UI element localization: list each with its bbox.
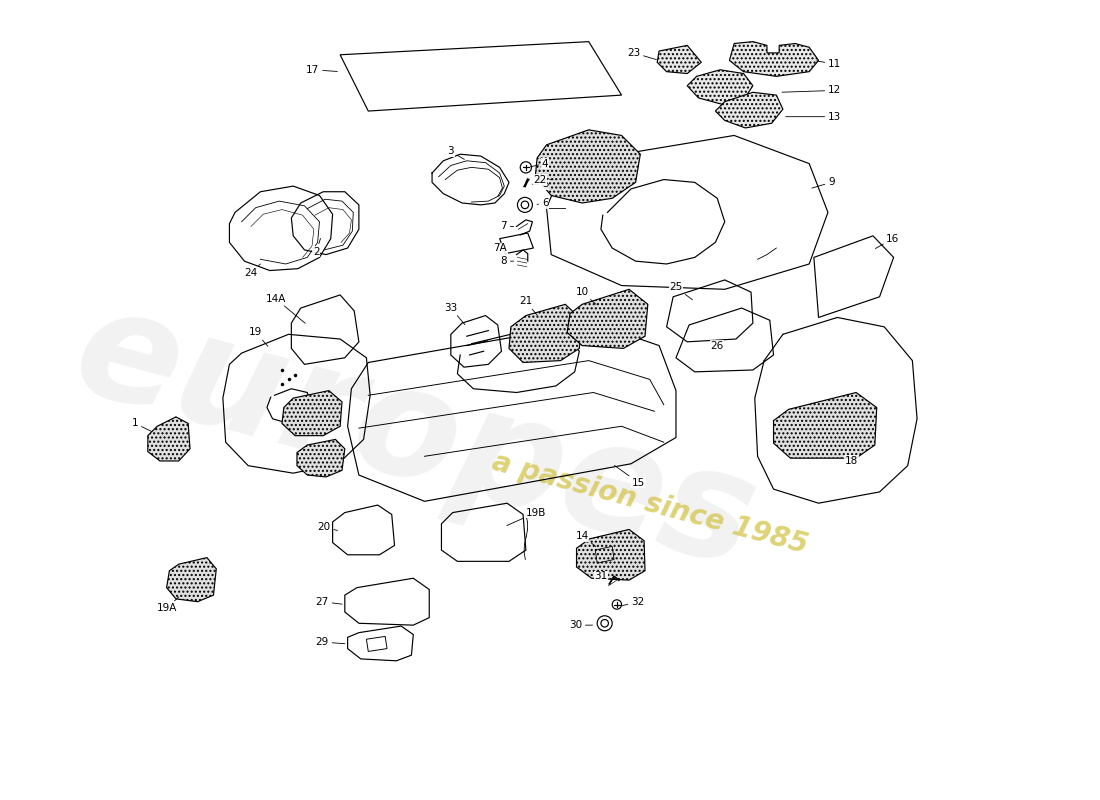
Text: 15: 15 xyxy=(615,466,645,487)
Text: 9: 9 xyxy=(812,178,835,188)
Polygon shape xyxy=(657,46,702,74)
Polygon shape xyxy=(509,304,582,362)
Text: 25: 25 xyxy=(669,282,693,300)
Polygon shape xyxy=(729,42,818,76)
Polygon shape xyxy=(715,92,783,128)
Text: 17: 17 xyxy=(306,65,338,74)
Text: 6: 6 xyxy=(537,198,549,208)
Text: 2: 2 xyxy=(312,238,320,257)
Text: 14: 14 xyxy=(575,531,596,546)
Polygon shape xyxy=(688,70,752,105)
Text: 16: 16 xyxy=(876,234,900,249)
Text: 21: 21 xyxy=(519,297,537,315)
Text: 4: 4 xyxy=(530,158,549,169)
Text: 8: 8 xyxy=(500,256,514,266)
Text: 27: 27 xyxy=(316,597,342,606)
Text: a passion since 1985: a passion since 1985 xyxy=(488,447,811,559)
Text: 24: 24 xyxy=(244,264,261,278)
Text: 14A: 14A xyxy=(265,294,305,323)
Text: 29: 29 xyxy=(316,637,345,647)
Text: 5: 5 xyxy=(532,179,549,190)
Circle shape xyxy=(613,600,621,609)
Text: 11: 11 xyxy=(816,59,842,69)
Text: 3: 3 xyxy=(448,146,464,159)
Text: 31: 31 xyxy=(594,571,610,584)
Text: 20: 20 xyxy=(318,522,338,532)
Polygon shape xyxy=(576,530,645,580)
Text: 7A: 7A xyxy=(494,243,507,253)
Text: 30: 30 xyxy=(569,620,593,630)
Polygon shape xyxy=(568,290,648,349)
Text: 12: 12 xyxy=(782,86,842,95)
Text: 33: 33 xyxy=(444,303,465,325)
Text: 7: 7 xyxy=(500,222,514,231)
Text: 19: 19 xyxy=(249,327,268,346)
Polygon shape xyxy=(773,393,877,458)
Polygon shape xyxy=(282,390,342,436)
Text: 10: 10 xyxy=(575,287,596,304)
Text: europes: europes xyxy=(59,275,771,600)
Text: 1: 1 xyxy=(132,418,152,432)
Polygon shape xyxy=(297,439,344,477)
Polygon shape xyxy=(536,130,640,203)
Polygon shape xyxy=(147,417,190,461)
Text: 18: 18 xyxy=(845,456,858,466)
Text: 32: 32 xyxy=(623,597,645,606)
Text: 26: 26 xyxy=(711,341,724,350)
Text: 13: 13 xyxy=(785,112,842,122)
Text: 23: 23 xyxy=(627,48,657,60)
Text: 19B: 19B xyxy=(507,507,547,526)
Text: 22: 22 xyxy=(534,174,553,185)
Text: 19A: 19A xyxy=(156,597,178,614)
Circle shape xyxy=(520,162,531,173)
Polygon shape xyxy=(166,558,217,602)
